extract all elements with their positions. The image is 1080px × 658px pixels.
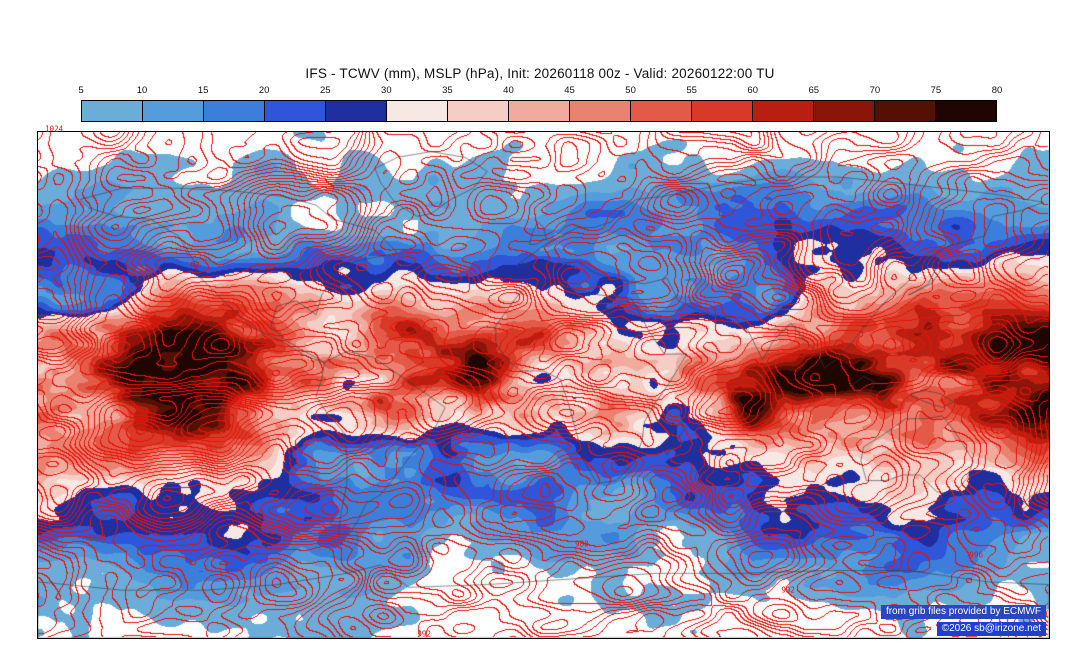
colorbar-tick-label: 15 [197, 85, 209, 96]
colorbar-cell [204, 101, 265, 121]
colorbar-tick-label: 25 [319, 85, 331, 96]
colorbar-tick-label: 60 [747, 85, 759, 96]
colorbar [81, 100, 997, 122]
colorbar-tick-label: 40 [503, 85, 514, 96]
colorbar-tick-label: 75 [930, 85, 942, 96]
attribution-copyright-text: ©2026 sb@irizone.net [936, 622, 1046, 636]
colorbar-cell [936, 101, 996, 121]
colorbar-cell [570, 101, 631, 121]
colorbar-cell [82, 101, 143, 121]
colorbar-tick-label: 10 [136, 85, 148, 96]
colorbar-cell [326, 101, 387, 121]
map-title: IFS - TCWV (mm), MSLP (hPa), Init: 20260… [305, 66, 775, 81]
attribution-source-text: from grib files provided by ECMWF [880, 605, 1046, 619]
colorbar-cell [875, 101, 936, 121]
colorbar-tick-label: 20 [258, 85, 270, 96]
colorbar-tick-label: 70 [869, 85, 881, 96]
colorbar-cell [753, 101, 814, 121]
attribution: from grib files provided by ECMWF ©2026 … [880, 601, 1046, 636]
world-map-canvas [38, 132, 1049, 638]
colorbar-tick-label: 50 [625, 85, 636, 96]
colorbar-cell [509, 101, 570, 121]
colorbar-tick-label: 5 [78, 85, 84, 96]
attribution-source-line: from grib files provided by ECMWF [880, 603, 1046, 619]
colorbar-tick-labels: 5 10 15 20 25 30 35 40 45 50 55 60 65 70 75 80 [78, 85, 1002, 98]
colorbar-cell [448, 101, 509, 121]
colorbar-tick-label: 65 [808, 85, 820, 96]
colorbar-tick-label: 45 [564, 85, 575, 96]
attribution-copyright-line: ©2026 sb@irizone.net [881, 620, 1046, 636]
colorbar-cell [631, 101, 692, 121]
colorbar-cell [692, 101, 753, 121]
colorbar-cell [143, 101, 204, 121]
colorbar-cell [814, 101, 875, 121]
colorbar-cell [387, 101, 448, 121]
map-frame: 1024 1008 992 980 992 996 from grib files pro… [37, 124, 1050, 639]
colorbar-tick-label: 30 [381, 85, 392, 96]
colorbar-tick-label: 80 [991, 85, 1003, 96]
colorbar-cell [265, 101, 326, 121]
colorbar-tick-label: 55 [686, 85, 697, 96]
colorbar-tick-label: 35 [442, 85, 453, 96]
